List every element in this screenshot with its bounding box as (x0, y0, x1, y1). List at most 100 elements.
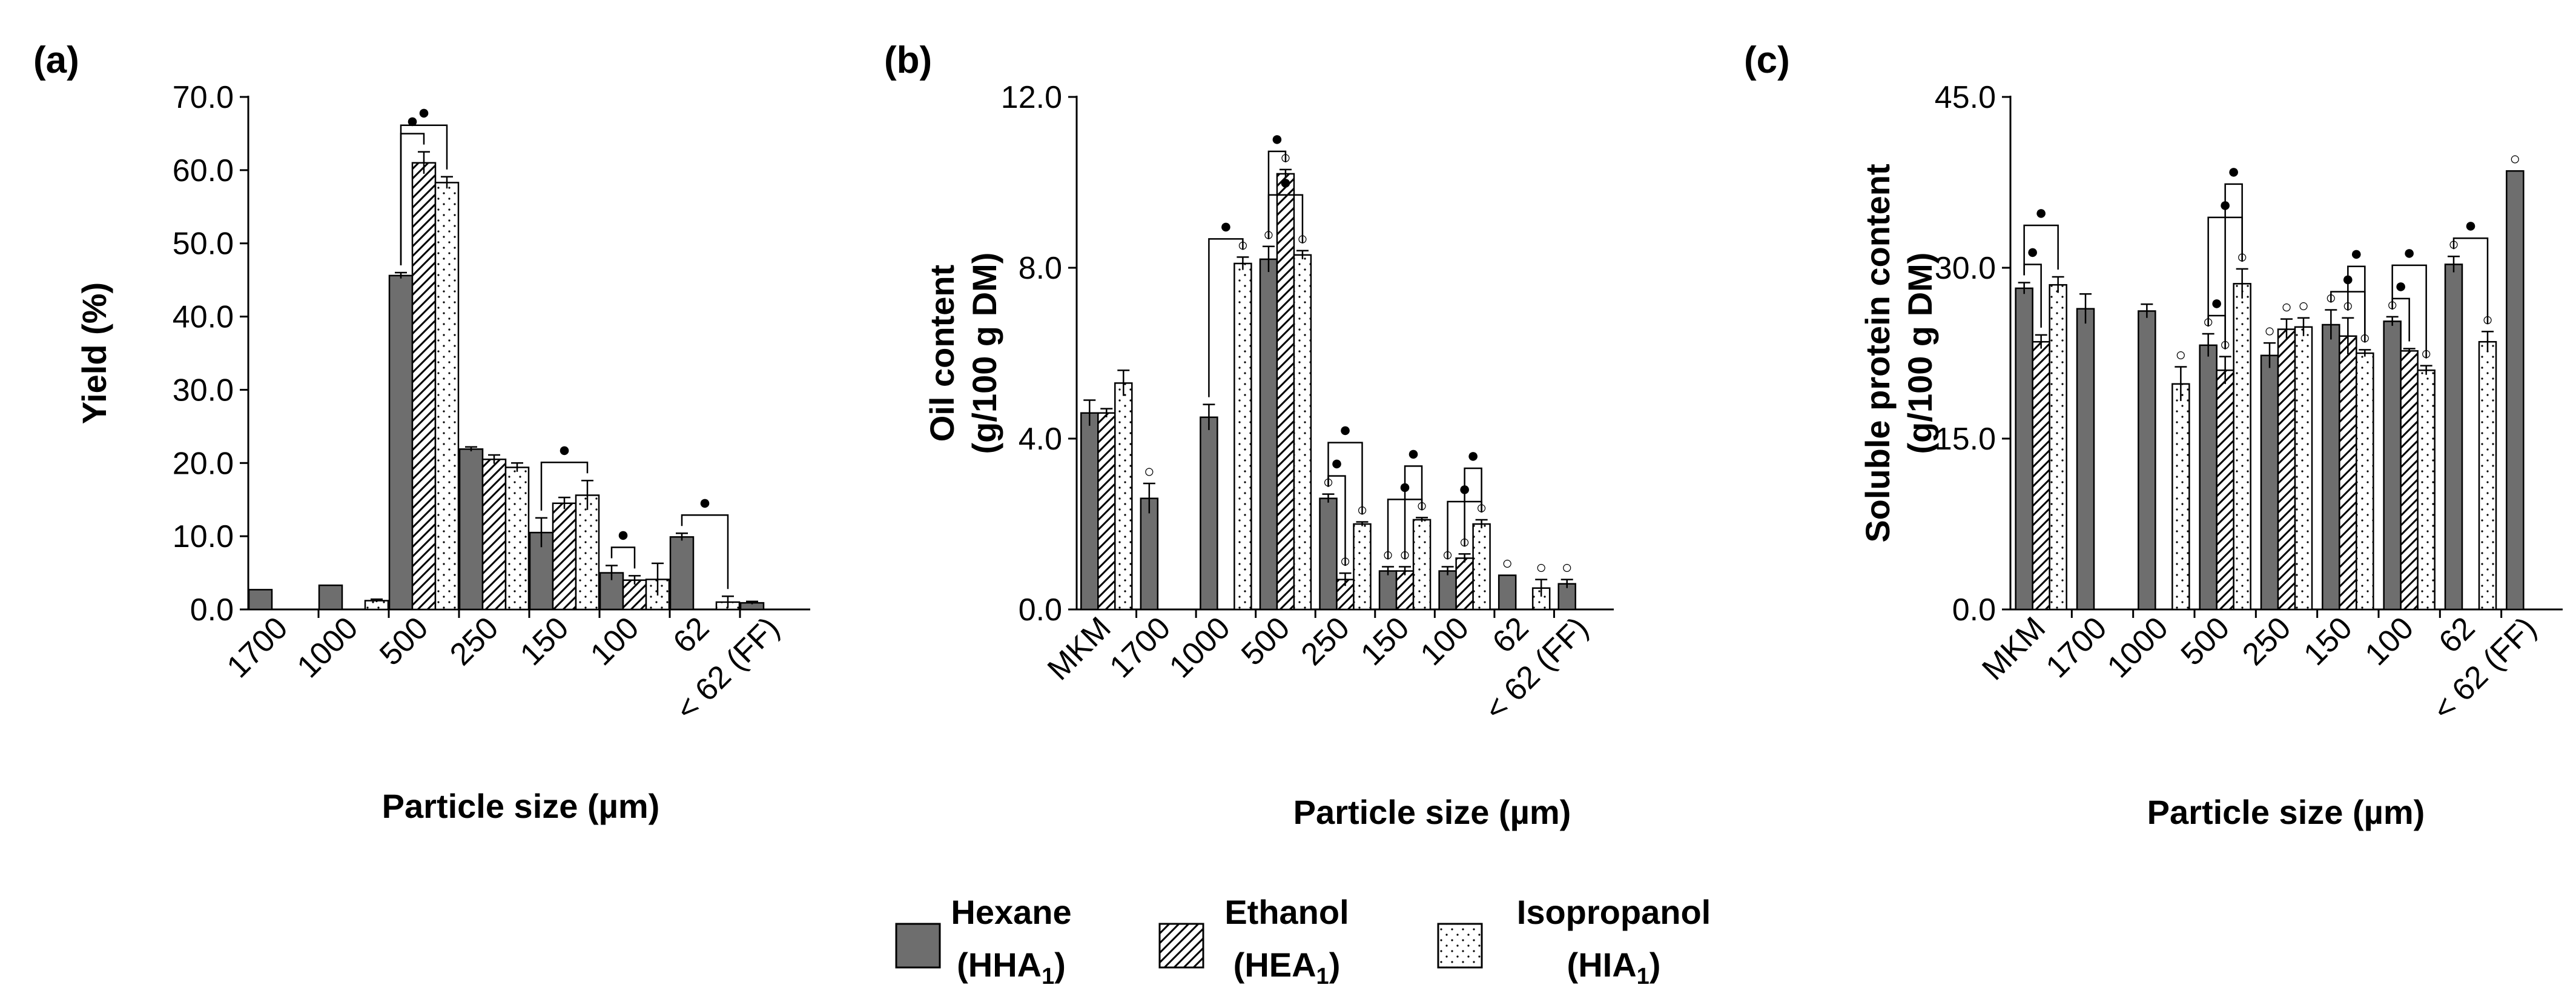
bar-ethanol (552, 502, 577, 611)
comparison-bracket (2391, 264, 2427, 359)
x-tick-label: 250 (1295, 610, 1356, 672)
significance-dot: ● (1330, 452, 1343, 475)
x-tick-label: 500 (2175, 610, 2236, 672)
bar-hexane (1080, 412, 1099, 611)
legend: Hexane(HHA1)Ethanol(HEA1)Isopropanol(HIA… (895, 893, 1711, 989)
bar-isopropanol (2233, 283, 2251, 611)
legend-code-open: ( (957, 946, 968, 984)
bar-isopropanol (1412, 519, 1432, 611)
bar-ethanol (2032, 340, 2050, 611)
bar-isopropanol (2478, 340, 2497, 611)
legend-code: (HIA1) (1567, 946, 1661, 989)
y-tick-label: 30.0 (173, 373, 234, 408)
bar-hexane (2506, 170, 2525, 611)
y-axis-label: (g/100 g DM) (965, 253, 1003, 454)
bar-isopropanol (1472, 523, 1491, 611)
x-tick-label: 150 (514, 610, 575, 672)
y-axis-label: (g/100 g DM) (1901, 253, 1939, 454)
bar-hexane (248, 589, 273, 611)
bar-isopropanol (1353, 523, 1372, 611)
bar-hexane (2138, 310, 2156, 611)
bar-hexane (1319, 497, 1338, 611)
bar-hexane (2015, 287, 2033, 611)
y-tick-label: 15.0 (1935, 422, 1996, 457)
legend-swatch-isopropanol (1437, 923, 1483, 969)
significance-dot: ● (2403, 241, 2416, 264)
bar-hexane (2383, 320, 2402, 611)
legend-code-name: HHA (968, 946, 1042, 984)
bar-isopropanol (2049, 284, 2067, 611)
bar-ethanol (2400, 350, 2419, 611)
x-tick-label: 500 (1235, 610, 1296, 672)
legend-code-close: ) (1054, 946, 1066, 984)
bar-hexane (669, 536, 695, 611)
x-tick-label: 1000 (1163, 610, 1237, 685)
legend-item-ethanol: Ethanol (HEA1) (1158, 893, 1349, 989)
chart-panel-1: (a) 0.0 10.0 20.0 30.0 40.0 50.0 60.0 70.0 Yield … (33, 39, 810, 825)
y-tick-label: 20.0 (173, 446, 234, 481)
bar-ethanol (1455, 557, 1474, 611)
bar-isopropanol (434, 182, 460, 611)
y-tick-label: 30.0 (1935, 251, 1996, 286)
x-tick-label: 1700 (2039, 610, 2114, 685)
legend-code-name: HEA (1244, 946, 1316, 984)
legend-code-open: ( (1234, 946, 1245, 984)
comparison-bracket (1327, 442, 1363, 515)
significance-marker: ○ (1502, 554, 1513, 574)
significance-dot: ● (1339, 419, 1352, 442)
significance-dot: ● (1467, 444, 1479, 467)
bar-isopropanol (1293, 254, 1312, 611)
comparison-bracket (400, 124, 448, 266)
legend-name: Hexane (951, 893, 1071, 931)
y-tick-label: 45.0 (1935, 80, 1996, 115)
bar-hexane (388, 274, 414, 611)
bar-ethanol (1276, 173, 1295, 611)
bar-hexane (2322, 323, 2340, 611)
bar-hexane (1378, 570, 1398, 611)
bar-ethanol (2339, 335, 2357, 611)
x-tick-label: 62 (667, 610, 716, 660)
significance-marker: ○ (1536, 558, 1547, 578)
comparison-bracket (2347, 265, 2366, 343)
significance-dot: ● (1220, 214, 1232, 237)
significance-dot: ● (2035, 201, 2047, 224)
bar-isopropanol (504, 466, 530, 611)
comparison-bracket (1464, 467, 1482, 547)
x-axis-label: Particle size (µm) (2147, 793, 2425, 831)
x-tick-label: 250 (2236, 610, 2297, 672)
significance-dot: ● (2227, 160, 2240, 183)
legend-name: Isopropanol (1517, 893, 1711, 931)
legend-code-sub: 1 (1042, 964, 1054, 989)
x-axis-label: Particle size (µm) (382, 787, 660, 825)
y-tick-label: 40.0 (173, 300, 234, 335)
significance-dot: ● (2350, 242, 2363, 265)
bar-hexane (2076, 308, 2095, 611)
bar-isopropanol (2294, 326, 2313, 611)
y-tick-label: 0.0 (1952, 592, 1996, 628)
y-axis-label: Oil content (923, 265, 961, 442)
y-tick-label: 4.0 (1019, 422, 1062, 457)
chart-panels: (a) 0.0 10.0 20.0 30.0 40.0 50.0 60.0 70.0 Yield … (33, 39, 2563, 831)
bar-isopropanol (2417, 369, 2436, 611)
bar-ethanol (411, 162, 437, 611)
bar-hexane (1200, 416, 1218, 611)
bar-hexane (458, 448, 484, 611)
y-tick-label: 12.0 (1001, 80, 1062, 115)
bar-hexane (2444, 264, 2463, 611)
x-axis-label: Particle size (µm) (1293, 793, 1571, 831)
y-tick-label: 0.0 (1019, 592, 1062, 628)
bar-isopropanol (1114, 382, 1133, 611)
bar-isopropanol (2356, 352, 2374, 611)
significance-dot: ● (2465, 214, 2477, 237)
bar-isopropanol (575, 494, 600, 611)
significance-marker: ○ (2298, 296, 2309, 316)
y-tick-label: 10.0 (173, 519, 234, 554)
significance-dot: ● (2394, 274, 2407, 297)
bar-hexane (2199, 344, 2218, 611)
comparison-bracket (2224, 183, 2243, 350)
bar-hexane (1498, 574, 1517, 611)
comparison-bracket (1267, 194, 1304, 244)
x-tick-label: 250 (443, 610, 505, 672)
y-tick-label: 70.0 (173, 80, 234, 115)
